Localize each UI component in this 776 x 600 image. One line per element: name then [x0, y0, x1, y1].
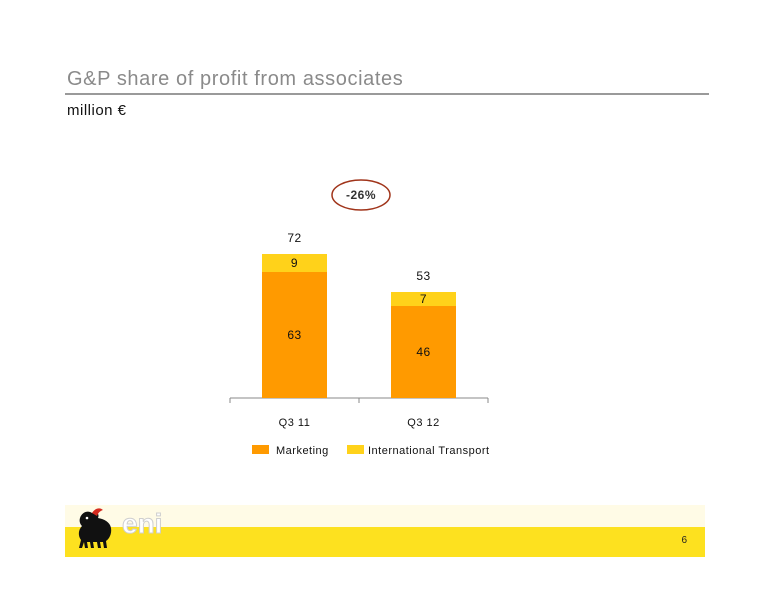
bar-segment-international-transport: [262, 254, 327, 272]
total-label: 53: [416, 269, 430, 283]
legend-swatch-marketing: [252, 445, 269, 454]
data-label: 63: [287, 328, 301, 342]
page-number: 6: [681, 535, 687, 546]
change-badge-label: -26%: [346, 188, 376, 202]
page-title: G&P share of profit from associates: [67, 68, 404, 90]
data-label: 9: [291, 256, 298, 270]
footer-light-strip: [65, 505, 705, 527]
data-label: 7: [420, 292, 427, 306]
eni-wordmark: eni: [122, 508, 162, 539]
bar-segment-marketing: [391, 306, 456, 398]
bar-segment-international-transport: [391, 292, 456, 306]
bar-segment-marketing: [262, 272, 327, 398]
x-tick-label: Q3 11: [279, 417, 311, 429]
eni-logo: eni: [78, 508, 163, 548]
data-label: 46: [416, 345, 430, 359]
footer-band: 6: [65, 527, 705, 557]
legend-swatch-international-transport: [347, 445, 364, 454]
change-badge-outline: [331, 179, 391, 211]
x-tick-label: Q3 12: [407, 417, 439, 429]
total-label: 72: [287, 231, 301, 245]
legend-label-international-transport: International Transport: [368, 445, 490, 457]
title-divider: [65, 93, 709, 95]
legend-label-marketing: Marketing: [276, 445, 329, 457]
six-legged-dog-icon: [78, 508, 112, 548]
unit-label: million €: [67, 102, 127, 119]
